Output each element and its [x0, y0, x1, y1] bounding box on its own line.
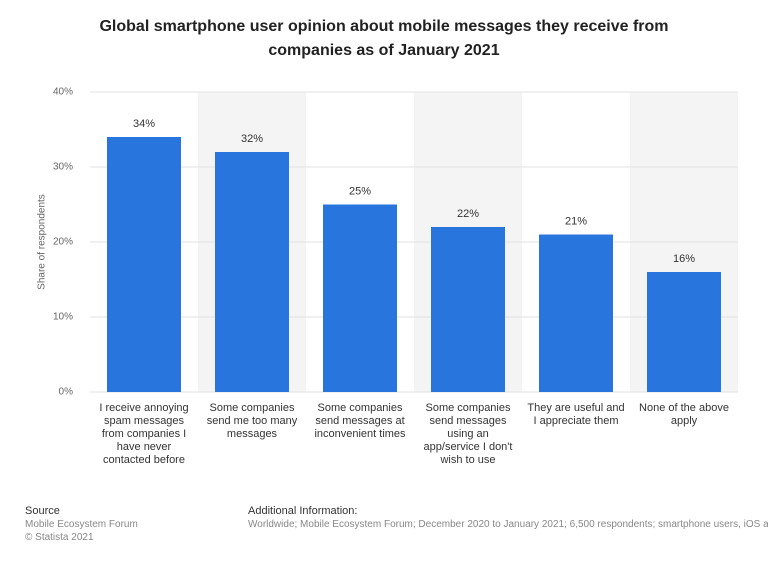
x-tick-label: They are useful and I appreciate them	[527, 402, 625, 427]
bar	[323, 204, 397, 392]
value-label: 25%	[349, 185, 371, 197]
y-tick-label: 10%	[53, 312, 73, 323]
y-tick-label: 0%	[59, 387, 74, 398]
y-tick-label: 40%	[53, 87, 73, 98]
bar	[539, 234, 613, 392]
value-label: 32%	[241, 133, 263, 145]
source-line: Mobile Ecosystem Forum	[25, 519, 138, 530]
value-label: 34%	[133, 118, 155, 130]
info-text: Worldwide; Mobile Ecosystem Forum; Decem…	[248, 519, 768, 530]
bar	[431, 227, 505, 392]
y-tick-label: 30%	[53, 162, 73, 173]
bar	[647, 272, 721, 392]
value-label: 16%	[673, 253, 695, 265]
x-tick-label: Some companies send messages using an ap…	[423, 402, 513, 466]
value-label: 21%	[565, 215, 587, 227]
source-line: © Statista 2021	[25, 532, 94, 543]
x-tick-label: Some companies send me too many messages	[206, 402, 298, 440]
bar	[107, 137, 181, 392]
info-heading: Additional Information:	[248, 505, 358, 517]
x-tick-label: I receive annoying spam messages from co…	[99, 402, 189, 466]
value-label: 22%	[457, 208, 479, 220]
x-tick-label: None of the above apply	[639, 402, 729, 427]
chart-title: Global smartphone user opinion about mob…	[99, 18, 669, 59]
bar	[215, 152, 289, 392]
y-axis-title: Share of respondents	[37, 194, 48, 290]
x-tick-label: Some companies send messages at inconven…	[314, 402, 406, 440]
y-tick-label: 20%	[53, 237, 73, 248]
source-heading: Source	[25, 505, 60, 517]
